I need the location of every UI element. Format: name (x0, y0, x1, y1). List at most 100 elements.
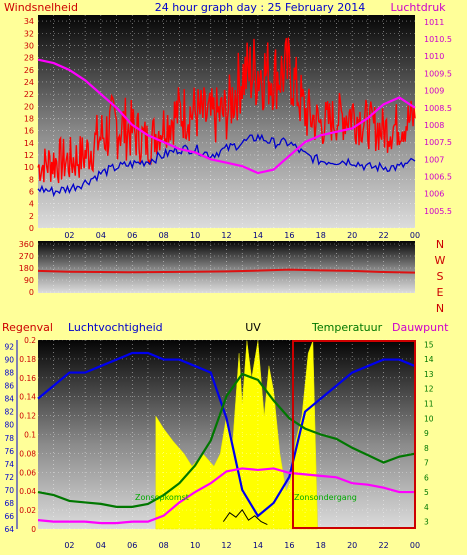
x-tick-label: 04 (96, 541, 106, 550)
y-tick-label-luchtvochtigheid: 76 (4, 447, 14, 456)
right-title-temperatuur: Temperatuur (311, 321, 383, 334)
y-tick-label-right: 1006.5 (424, 172, 452, 181)
x-tick-label: 02 (64, 231, 74, 240)
y-tick-label-right: 1007 (424, 155, 444, 164)
x-tick-label: 22 (378, 231, 388, 240)
right-title-dauwpunt: Dauwpunt (392, 321, 449, 334)
y-tick-label-right: 1007.5 (424, 138, 452, 147)
y-tick-label-regenval: 0.14 (19, 393, 36, 402)
x-tick-label: 16 (284, 231, 294, 240)
y-tick-label-luchtvochtigheid: 78 (4, 434, 14, 443)
y-tick-label-left: 34 (24, 17, 34, 26)
right-axis-title-luchtdruk: Luchtdruk (390, 1, 446, 14)
y-tick-label-luchtvochtigheid: 72 (4, 473, 14, 482)
y-tick-label-left: 0 (29, 224, 34, 233)
y-tick-label-left: 30 (24, 41, 34, 50)
y-tick-label-left: 8 (29, 175, 34, 184)
x-tick-label: 20 (347, 231, 357, 240)
y-tick-label-left: 28 (24, 54, 34, 63)
y-tick-label-left: 14 (24, 139, 34, 148)
left-axis-title-windsnelheid: Windsnelheid (4, 1, 78, 14)
y-tick-label-temperatuur: 6 (424, 473, 429, 482)
y-tick-label-left: 6 (29, 187, 34, 196)
y-tick-label-temperatuur: 12 (424, 385, 434, 394)
x-tick-label: 02 (64, 541, 74, 550)
y-tick-label-right: 1008.5 (424, 104, 452, 113)
y-tick-label-temperatuur: 4 (424, 503, 429, 512)
y-tick-label-temperatuur: 7 (424, 459, 429, 468)
y-tick-label-luchtvochtigheid: 84 (4, 395, 14, 404)
annotation-zonsopkomst: Zonsopkomst (135, 493, 189, 502)
x-tick-label: 12 (221, 231, 231, 240)
y-tick-label-right: 1009 (424, 87, 444, 96)
x-tick-label: 14 (253, 231, 263, 240)
y-tick-label-direction: 0 (29, 288, 34, 297)
x-tick-label: 06 (127, 231, 137, 240)
y-tick-label-regenval: 0.18 (19, 355, 36, 364)
y-tick-label-luchtvochtigheid: 66 (4, 512, 14, 521)
x-tick-label: 00 (410, 541, 420, 550)
y-tick-label-regenval: 0.08 (19, 449, 36, 458)
y-tick-label-direction: 360 (19, 240, 34, 249)
y-tick-label-temperatuur: 5 (424, 488, 429, 497)
x-tick-label: 14 (253, 541, 263, 550)
y-tick-label-right: 1009.5 (424, 69, 452, 78)
y-tick-label-luchtvochtigheid: 82 (4, 408, 14, 417)
series-luchtvochtigheid (37, 351, 416, 518)
x-tick-label: 00 (410, 231, 420, 240)
series-luchtdruk (37, 58, 416, 175)
y-tick-label-temperatuur: 15 (424, 340, 434, 349)
left-title-regenval: Regenval (2, 321, 53, 334)
y-tick-label-regenval: 0.02 (19, 506, 36, 515)
center-title-uv: UV (245, 321, 261, 334)
y-tick-label-luchtvochtigheid: 86 (4, 382, 14, 391)
series-windsnelheid-gemiddeld (37, 133, 416, 198)
series-windrichting (37, 268, 416, 274)
series-temperatuur (37, 372, 416, 508)
series-uv (155, 340, 318, 530)
x-tick-label: 10 (190, 541, 200, 550)
y-tick-label-luchtvochtigheid: 88 (4, 369, 14, 378)
y-tick-label-left: 12 (24, 151, 34, 160)
y-tick-label-right: 1006 (424, 190, 444, 199)
y-tick-label-left: 2 (29, 212, 34, 221)
y-tick-label-luchtvochtigheid: 74 (4, 460, 14, 469)
x-tick-label: 22 (378, 541, 388, 550)
x-tick-label: 16 (284, 541, 294, 550)
y-tick-label-temperatuur: 11 (424, 399, 434, 408)
y-tick-label-temperatuur: 10 (424, 414, 434, 423)
y-tick-label-left: 22 (24, 90, 34, 99)
x-tick-label: 04 (96, 231, 106, 240)
y-tick-label-luchtvochtigheid: 92 (4, 343, 14, 352)
y-tick-label-luchtvochtigheid: 68 (4, 499, 14, 508)
y-tick-label-luchtvochtigheid: 64 (4, 525, 14, 534)
x-tick-label: 08 (159, 231, 169, 240)
y-tick-label-regenval: 0.12 (19, 412, 36, 421)
y-tick-label-right: 1011 (424, 18, 444, 27)
y-tick-label-left: 16 (24, 127, 34, 136)
y-tick-label-direction: 90 (24, 276, 34, 285)
y-tick-label-luchtvochtigheid: 90 (4, 356, 14, 365)
compass-label: N (436, 302, 444, 315)
y-tick-label-regenval: 0.06 (19, 468, 36, 477)
y-tick-label-temperatuur: 14 (424, 355, 434, 364)
y-tick-label-regenval: 0.2 (24, 336, 36, 345)
y-tick-label-right: 1005.5 (424, 207, 452, 216)
x-tick-label: 12 (221, 541, 231, 550)
y-tick-label-temperatuur: 13 (424, 370, 434, 379)
compass-label: N (436, 238, 444, 251)
y-tick-label-temperatuur: 8 (424, 444, 429, 453)
y-tick-label-regenval: 0.1 (24, 431, 36, 440)
y-tick-label-regenval: 0 (31, 525, 36, 534)
x-tick-label: 06 (127, 541, 137, 550)
y-tick-label-left: 32 (24, 29, 34, 38)
x-tick-label: 08 (159, 541, 169, 550)
y-tick-label-right: 1010.5 (424, 35, 452, 44)
left-title-luchtvochtigheid: Luchtvochtigheid (68, 321, 163, 334)
y-tick-label-left: 20 (24, 102, 34, 111)
annotation-zonsondergang: Zonsondergang (294, 493, 357, 502)
x-tick-label: 18 (316, 231, 326, 240)
y-tick-label-left: 18 (24, 114, 34, 123)
compass-label: E (437, 286, 444, 299)
